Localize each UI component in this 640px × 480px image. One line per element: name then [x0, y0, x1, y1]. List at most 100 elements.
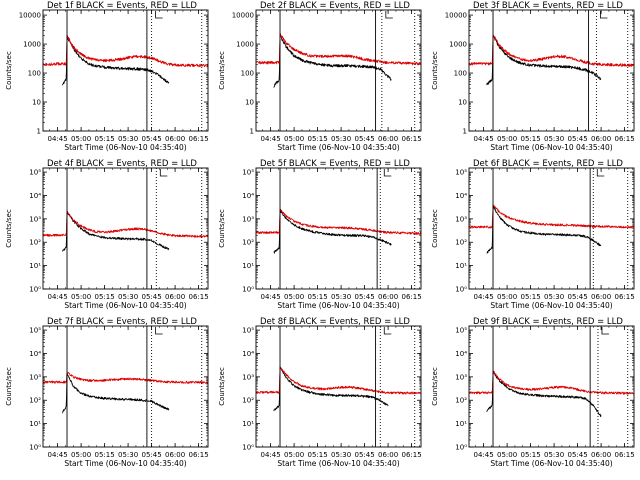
panel-det-9: Det 9f BLACK = Events, RED = LLD Counts/s…	[431, 317, 635, 468]
events-series-line	[273, 33, 392, 88]
x-tick-label: 04:45	[474, 293, 494, 301]
x-tick-label: 05:30	[331, 451, 351, 459]
x-tick-label: 06:15	[402, 135, 422, 143]
x-tick-label: 05:30	[331, 135, 351, 143]
plot-area	[43, 371, 208, 414]
x-tick-label: 05:15	[95, 451, 115, 459]
corner-bracket-mark	[155, 327, 163, 335]
x-tick-label: 05:30	[118, 135, 138, 143]
lld-series-line	[256, 208, 421, 235]
plot-frame	[468, 167, 635, 290]
y-tick-label: 10⁰	[455, 286, 467, 294]
y-tick-label: 10⁰	[29, 444, 41, 452]
plot-frame	[468, 325, 635, 448]
corner-bracket-mark	[601, 327, 609, 335]
x-tick-label: 05:30	[331, 293, 351, 301]
panel-title: Det 3f BLACK = Events, RED = LLD	[473, 1, 623, 11]
y-tick-label: 10⁰	[455, 444, 467, 452]
x-tick-label: 05:00	[497, 293, 517, 301]
corner-bracket-mark	[159, 169, 168, 177]
panel-det-8: Det 8f BLACK = Events, RED = LLD Counts/s…	[218, 317, 422, 468]
plot-frame	[42, 167, 209, 290]
panel-det-2: Det 2f BLACK = Events, RED = LLD Counts/s…	[218, 1, 422, 152]
y-axis-label: Counts/sec	[431, 51, 439, 90]
events-series-line	[273, 365, 389, 412]
y-tick-label: 10⁵	[242, 169, 254, 177]
y-axis-label: Counts/sec	[218, 367, 226, 406]
corner-bracket-mark	[155, 11, 163, 19]
y-tick-label: 1000	[236, 41, 254, 49]
x-axis-label: Start Time (06-Nov-10 04:35:40)	[277, 143, 399, 152]
x-tick-label: 04:45	[261, 135, 281, 143]
y-tick-label: 1	[37, 128, 41, 136]
x-tick-label: 05:00	[71, 135, 91, 143]
plot-area	[43, 210, 208, 252]
x-tick-label: 04:45	[474, 451, 494, 459]
y-tick-label: 10⁵	[29, 169, 41, 177]
y-tick-label: 10⁴	[29, 192, 41, 200]
plot-area	[469, 34, 634, 86]
panel-title: Det 6f BLACK = Events, RED = LLD	[473, 159, 623, 169]
x-tick-label: 05:45	[568, 451, 588, 459]
y-tick-label: 10⁵	[455, 169, 467, 177]
y-axis-label: Counts/sec	[431, 209, 439, 248]
x-axis-label: Start Time (06-Nov-10 04:35:40)	[277, 459, 399, 468]
lld-series-line	[256, 366, 421, 395]
x-tick-label: 05:30	[544, 135, 564, 143]
y-tick-label: 1000	[449, 41, 467, 49]
panel-title: Det 8f BLACK = Events, RED = LLD	[260, 317, 410, 327]
y-tick-label: 10⁰	[242, 444, 254, 452]
y-tick-label: 100	[241, 70, 254, 78]
x-tick-label: 06:00	[378, 135, 398, 143]
events-series-line	[62, 210, 170, 252]
y-tick-label: 10⁵	[455, 327, 467, 335]
y-tick-label: 10¹	[455, 262, 467, 270]
y-tick-label: 10³	[242, 215, 254, 223]
x-tick-label: 05:45	[355, 451, 375, 459]
x-tick-label: 05:45	[142, 293, 162, 301]
y-tick-label: 10⁴	[455, 192, 467, 200]
y-tick-label: 10	[245, 99, 254, 107]
x-axis-label: Start Time (06-Nov-10 04:35:40)	[64, 301, 186, 310]
y-axis-label: Counts/sec	[5, 51, 13, 90]
x-tick-label: 05:15	[521, 451, 541, 459]
lld-series-line	[43, 34, 208, 68]
x-tick-label: 05:15	[521, 135, 541, 143]
x-tick-label: 06:00	[591, 293, 611, 301]
y-tick-label: 100	[28, 70, 41, 78]
y-tick-label: 10000	[19, 12, 41, 20]
panel-det-3: Det 3f BLACK = Events, RED = LLD Counts/s…	[431, 1, 635, 152]
x-tick-label: 04:45	[474, 135, 494, 143]
lld-series-line	[256, 33, 421, 66]
plot-area	[256, 365, 421, 412]
x-tick-label: 05:45	[568, 293, 588, 301]
x-tick-label: 06:15	[615, 135, 635, 143]
plot-area	[256, 208, 421, 254]
events-series-line	[486, 205, 602, 254]
corner-bracket-mark	[385, 11, 393, 19]
y-tick-label: 10²	[455, 397, 467, 405]
plot-frame	[255, 9, 422, 132]
y-axis-label: Counts/sec	[5, 367, 13, 406]
x-tick-label: 05:00	[497, 451, 517, 459]
plot-area	[256, 33, 421, 88]
x-tick-label: 05:30	[544, 293, 564, 301]
y-tick-label: 10¹	[242, 262, 254, 270]
y-axis-label: Counts/sec	[218, 51, 226, 90]
plot-area	[43, 34, 208, 86]
y-tick-label: 10²	[29, 239, 41, 247]
y-tick-label: 10²	[242, 239, 254, 247]
events-series-line	[273, 210, 392, 254]
plot-area	[469, 369, 634, 418]
y-tick-label: 10	[458, 99, 467, 107]
x-tick-label: 04:45	[48, 451, 68, 459]
x-tick-label: 05:45	[355, 293, 375, 301]
panel-det-7: Det 7f BLACK = Events, RED = LLD Counts/s…	[5, 317, 209, 468]
plot-area	[469, 204, 634, 254]
x-tick-label: 06:15	[615, 451, 635, 459]
x-tick-label: 06:00	[591, 451, 611, 459]
x-tick-label: 05:15	[521, 293, 541, 301]
y-tick-label: 10³	[29, 215, 41, 223]
panel-det-1: Det 1f BLACK = Events, RED = LLD Counts/s…	[5, 1, 209, 152]
x-tick-label: 05:45	[142, 135, 162, 143]
